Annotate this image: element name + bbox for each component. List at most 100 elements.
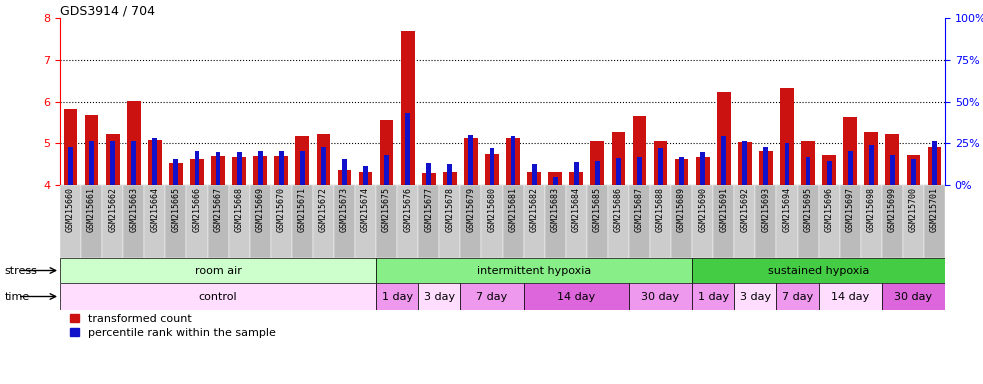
Text: GSM215672: GSM215672 [318, 187, 328, 232]
Bar [464, 138, 478, 185]
Text: GSM215701: GSM215701 [930, 187, 939, 232]
Text: 30 day: 30 day [895, 291, 933, 301]
Text: intermittent hypoxia: intermittent hypoxia [477, 265, 591, 275]
Bar [569, 172, 583, 185]
Text: 30 day: 30 day [642, 291, 679, 301]
Bar [232, 157, 246, 185]
Bar [565, 185, 587, 258]
Bar [714, 185, 734, 258]
Legend: percentile rank within the sample: percentile rank within the sample [66, 324, 280, 343]
Bar [422, 173, 435, 185]
Text: GSM215699: GSM215699 [888, 187, 896, 232]
Bar [633, 116, 646, 185]
Bar [734, 283, 777, 310]
Bar [659, 148, 663, 185]
Text: GSM215669: GSM215669 [256, 187, 264, 232]
Text: GSM215683: GSM215683 [550, 187, 559, 232]
Text: GSM215687: GSM215687 [635, 187, 644, 232]
Bar [376, 283, 418, 310]
Text: GSM215694: GSM215694 [782, 187, 791, 232]
Bar [397, 185, 418, 258]
Bar [190, 159, 203, 185]
Bar [591, 141, 605, 185]
Text: GSM215668: GSM215668 [235, 187, 244, 232]
Text: 3 day: 3 day [424, 291, 455, 301]
Bar [127, 101, 141, 185]
Bar [806, 157, 810, 185]
Bar [506, 138, 520, 185]
Text: 1 day: 1 day [381, 291, 413, 301]
Bar [460, 185, 482, 258]
Text: control: control [199, 291, 237, 301]
Bar [552, 177, 557, 185]
Bar [510, 136, 515, 185]
Bar [342, 159, 347, 185]
Bar [355, 185, 376, 258]
Bar [777, 283, 819, 310]
Bar [692, 185, 714, 258]
Bar [229, 185, 250, 258]
Bar [211, 156, 225, 185]
Bar [819, 185, 839, 258]
Text: GSM215696: GSM215696 [825, 187, 834, 232]
Text: GSM215692: GSM215692 [740, 187, 749, 232]
Bar [738, 142, 752, 185]
Bar [102, 185, 123, 258]
Bar [890, 155, 895, 185]
Bar [700, 152, 705, 185]
Bar [334, 185, 355, 258]
Text: GSM215700: GSM215700 [909, 187, 918, 232]
Bar [173, 159, 178, 185]
Bar [296, 136, 310, 185]
Bar [532, 164, 537, 185]
Text: 1 day: 1 day [698, 291, 728, 301]
Bar [637, 157, 642, 185]
Text: GSM215661: GSM215661 [87, 187, 96, 232]
Text: GSM215684: GSM215684 [572, 187, 581, 232]
Text: GSM215673: GSM215673 [340, 187, 349, 232]
Bar [363, 166, 368, 185]
Bar [359, 172, 373, 185]
Bar [148, 140, 161, 185]
Text: GSM215682: GSM215682 [530, 187, 539, 232]
Bar [427, 163, 432, 185]
Bar [313, 185, 334, 258]
Bar [145, 185, 165, 258]
Bar [187, 185, 207, 258]
Text: GSM215697: GSM215697 [845, 187, 854, 232]
Bar [595, 161, 600, 185]
Bar [152, 138, 157, 185]
Bar [869, 145, 874, 185]
Bar [207, 185, 229, 258]
Text: GSM215660: GSM215660 [66, 187, 75, 232]
Text: GSM215689: GSM215689 [677, 187, 686, 232]
Bar [405, 113, 410, 185]
Text: GSM215667: GSM215667 [213, 187, 222, 232]
Text: 14 day: 14 day [831, 291, 869, 301]
Text: 14 day: 14 day [557, 291, 596, 301]
Bar [650, 185, 671, 258]
Text: GSM215671: GSM215671 [298, 187, 307, 232]
Bar [549, 172, 562, 185]
Text: GSM215663: GSM215663 [129, 187, 139, 232]
Bar [237, 152, 242, 185]
Bar [777, 185, 797, 258]
Bar [616, 158, 621, 185]
Bar [279, 151, 284, 185]
Bar [447, 164, 452, 185]
Bar [469, 135, 473, 185]
Bar [839, 185, 861, 258]
Bar [607, 185, 629, 258]
Bar [527, 172, 541, 185]
Bar [847, 151, 852, 185]
Bar [274, 156, 288, 185]
Bar [611, 132, 625, 185]
Text: GSM215688: GSM215688 [656, 187, 665, 232]
Bar [379, 120, 393, 185]
Bar [797, 185, 819, 258]
Bar [822, 155, 836, 185]
Bar [292, 185, 313, 258]
Legend: transformed count: transformed count [66, 310, 196, 328]
Bar [717, 92, 730, 185]
Bar [861, 185, 882, 258]
